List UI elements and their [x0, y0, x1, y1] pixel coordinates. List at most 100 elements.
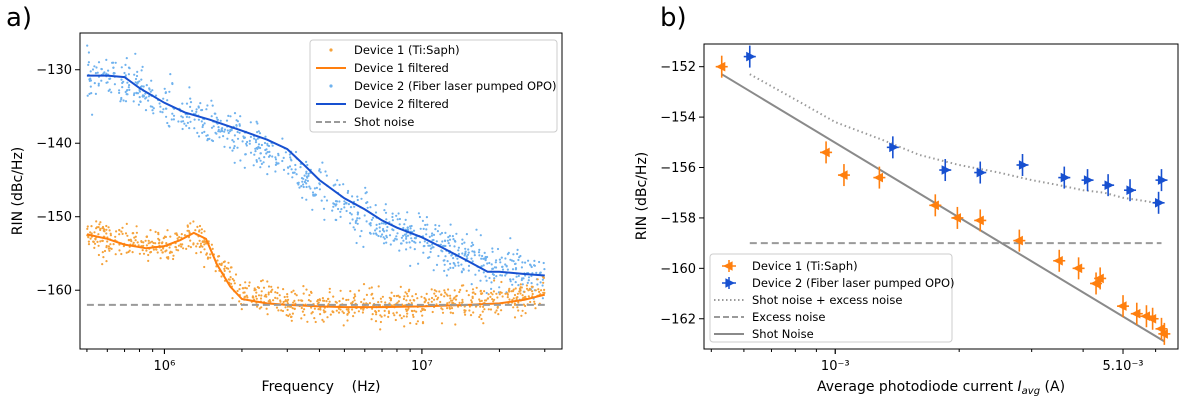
data-point — [543, 288, 546, 291]
data-point — [235, 119, 238, 122]
data-point — [356, 222, 359, 225]
data-point — [457, 252, 460, 256]
data-point — [512, 260, 515, 263]
panel-a-legend-box — [309, 39, 558, 133]
data-point — [92, 240, 95, 243]
data-point — [264, 293, 267, 296]
data-point — [464, 250, 467, 253]
data-point — [301, 310, 304, 313]
data-point — [266, 173, 269, 176]
data-point — [86, 225, 89, 228]
data-point — [318, 169, 321, 172]
data-point — [192, 220, 195, 223]
data-point — [335, 309, 338, 312]
data-point — [301, 196, 304, 199]
data-point — [248, 281, 251, 284]
data-point — [325, 199, 329, 202]
data-point — [452, 238, 455, 241]
data-point — [252, 164, 255, 167]
data-point — [225, 267, 228, 270]
legend-label-b1: Device 2 (Fiber laser pumped OPO) — [752, 276, 955, 290]
data-point — [236, 289, 239, 293]
data-point — [508, 287, 511, 290]
data-point — [506, 296, 509, 299]
data-point — [527, 295, 530, 298]
data-point — [374, 229, 377, 232]
data-point — [452, 266, 455, 269]
data-point — [147, 99, 150, 102]
data-point — [529, 300, 532, 304]
data-point — [372, 297, 375, 300]
data-point — [125, 222, 128, 225]
data-point — [372, 232, 375, 235]
data-point — [471, 250, 474, 253]
data-point — [458, 301, 461, 304]
panel-b-xlabel: Average photodiode current Iavg (A) — [817, 379, 1065, 397]
data-point — [255, 159, 258, 162]
data-point — [319, 313, 322, 316]
data-point — [432, 233, 436, 236]
data-point — [495, 309, 498, 312]
data-point — [245, 287, 248, 290]
data-point — [227, 114, 230, 117]
data-point — [397, 300, 400, 303]
data-point — [193, 118, 196, 121]
data-point — [332, 295, 335, 298]
data-point — [334, 300, 337, 303]
data-point — [158, 238, 161, 242]
data-point — [261, 279, 264, 282]
data-point — [461, 238, 464, 241]
data-point — [223, 265, 227, 268]
data-point — [89, 231, 92, 234]
data-point — [126, 234, 129, 237]
data-point — [417, 262, 420, 265]
data-point — [497, 313, 500, 316]
data-point — [332, 184, 335, 187]
data-point — [474, 292, 477, 296]
data-point — [472, 311, 475, 314]
data-point — [258, 157, 261, 160]
data-point — [216, 259, 219, 262]
data-point — [187, 245, 190, 248]
data-point — [483, 251, 486, 254]
data-point — [446, 239, 449, 242]
data-point — [189, 97, 192, 100]
data-point — [256, 131, 259, 134]
data-point — [543, 291, 546, 294]
data-point — [194, 229, 197, 232]
data-point — [169, 235, 172, 238]
data-point — [415, 310, 418, 313]
data-point — [341, 310, 344, 313]
data-point — [200, 120, 203, 123]
data-point — [340, 208, 343, 211]
data-point — [316, 298, 320, 302]
data-point — [406, 312, 409, 315]
panel-b-ytick-label: −162 — [660, 312, 696, 327]
data-point — [176, 237, 179, 240]
data-point — [300, 317, 303, 320]
data-point — [470, 283, 473, 286]
data-point — [491, 250, 494, 253]
data-point — [402, 315, 405, 318]
series-line-a3 — [86, 74, 545, 277]
data-point — [468, 305, 471, 308]
data-point — [362, 245, 365, 248]
data-point — [524, 312, 527, 315]
data-point — [233, 282, 236, 285]
data-point — [126, 81, 129, 84]
data-point — [309, 290, 313, 293]
data-point — [390, 291, 393, 294]
data-point — [820, 147, 830, 158]
panel-b-ytick-label: −152 — [660, 60, 696, 75]
data-point — [461, 242, 464, 245]
data-point — [244, 153, 247, 156]
data-point — [491, 247, 494, 250]
data-point — [107, 245, 110, 248]
data-point — [453, 262, 456, 265]
data-point — [257, 143, 261, 146]
panel-b-ytick-label: −154 — [660, 111, 696, 126]
data-point — [458, 290, 461, 294]
data-point — [542, 276, 545, 279]
data-point — [178, 236, 181, 239]
data-point — [170, 118, 173, 121]
